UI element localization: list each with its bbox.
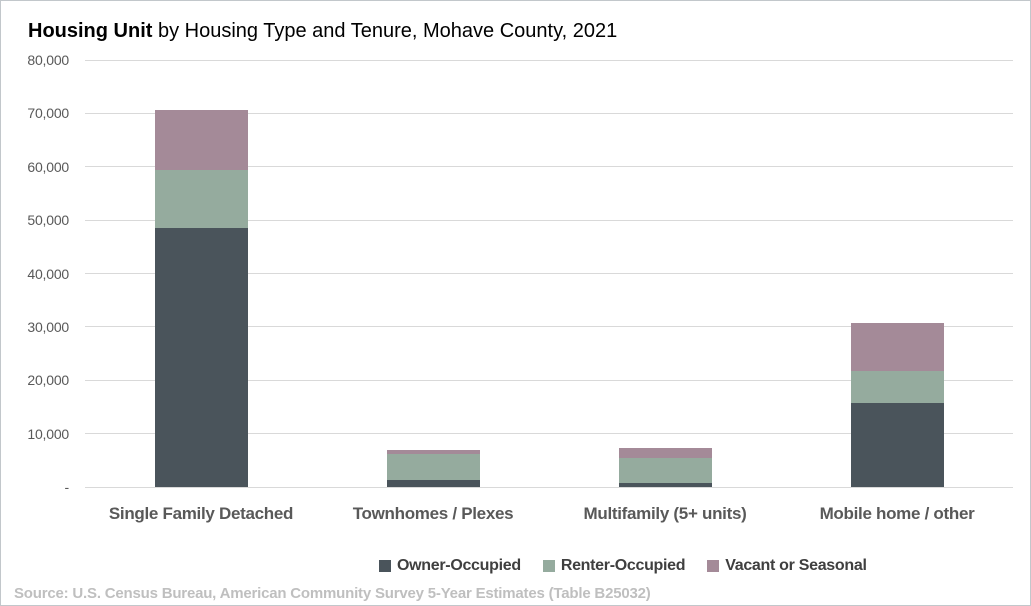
y-tick-label-10000: 10,000 [27, 425, 69, 442]
category-label-multifamily-5-units: Multifamily (5+ units) [583, 504, 747, 523]
bar-segment-single-family-detached-vacant-or-seasonal [154, 110, 248, 170]
legend-label-renter-occupied: Renter-Occupied [560, 557, 686, 574]
gridline-0 [85, 486, 1013, 488]
gridline-50000 [85, 219, 1013, 221]
bar-multifamily-5-units [618, 60, 712, 487]
category-label-mobile-home-other: Mobile home / other [819, 504, 975, 523]
legend-item-vacant-or-seasonal: Vacant or Seasonal [707, 557, 867, 575]
bar-segment-mobile-home-other-renter-occupied [850, 371, 944, 404]
chart-title: Housing Unit by Housing Type and Tenure,… [28, 18, 617, 44]
bar-mobile-home-other [850, 60, 944, 487]
bar-segment-townhomes-plexes-vacant-or-seasonal [386, 449, 480, 454]
gridline-60000 [85, 166, 1013, 168]
gridline-70000 [85, 112, 1013, 114]
y-tick-label-40000: 40,000 [27, 265, 69, 282]
bar-segment-townhomes-plexes-renter-occupied [386, 453, 480, 480]
legend: Owner-Occupied Renter-Occupied Vacant or S… [379, 557, 867, 575]
gridline-10000 [85, 433, 1013, 435]
bar-segment-single-family-detached-owner-occupied [154, 228, 248, 487]
chart-title-rest: by Housing Type and Tenure, Mohave Count… [152, 20, 618, 42]
chart-title-emphasis: Housing Unit [28, 20, 153, 42]
legend-swatch-vacant-or-seasonal [707, 560, 720, 572]
bar-segment-multifamily-5-units-vacant-or-seasonal [618, 447, 712, 458]
y-tick-label-20000: 20,000 [27, 372, 69, 389]
legend-label-owner-occupied: Owner-Occupied [397, 557, 521, 574]
bar-townhomes-plexes [386, 60, 480, 487]
source-note: Source: U.S. Census Bureau, American Com… [14, 585, 651, 602]
bar-segment-single-family-detached-renter-occupied [154, 169, 248, 229]
gridline-20000 [85, 379, 1013, 381]
legend-swatch-owner-occupied [379, 560, 391, 572]
bar-segment-multifamily-5-units-owner-occupied [618, 482, 712, 487]
y-tick-label-70000: 70,000 [27, 105, 69, 122]
bar-segment-multifamily-5-units-renter-occupied [618, 457, 712, 483]
gridline-40000 [85, 273, 1013, 274]
y-tick-label-80000: 80,000 [27, 52, 69, 68]
gridline-30000 [85, 326, 1013, 328]
gridline-80000 [85, 59, 1013, 61]
legend-item-owner-occupied: Owner-Occupied [379, 557, 521, 575]
legend-label-vacant-or-seasonal: Vacant or Seasonal [725, 557, 867, 574]
y-tick-label-60000: 60,000 [27, 158, 69, 175]
y-tick-label-30000: 30,000 [27, 318, 69, 335]
y-tick-label-0: - [64, 479, 70, 495]
y-tick-label-50000: 50,000 [27, 212, 69, 229]
category-label-townhomes-plexes: Townhomes / Plexes [352, 504, 514, 523]
category-label-single-family-detached: Single Family Detached [108, 504, 294, 523]
bar-segment-mobile-home-other-vacant-or-seasonal [850, 323, 944, 372]
bar-segment-mobile-home-other-owner-occupied [850, 403, 944, 487]
plot-area [85, 59, 1013, 488]
bar-segment-townhomes-plexes-owner-occupied [386, 479, 480, 487]
bar-single-family-detached [154, 60, 248, 487]
legend-swatch-renter-occupied [542, 560, 555, 572]
legend-item-renter-occupied: Renter-Occupied [542, 557, 686, 575]
